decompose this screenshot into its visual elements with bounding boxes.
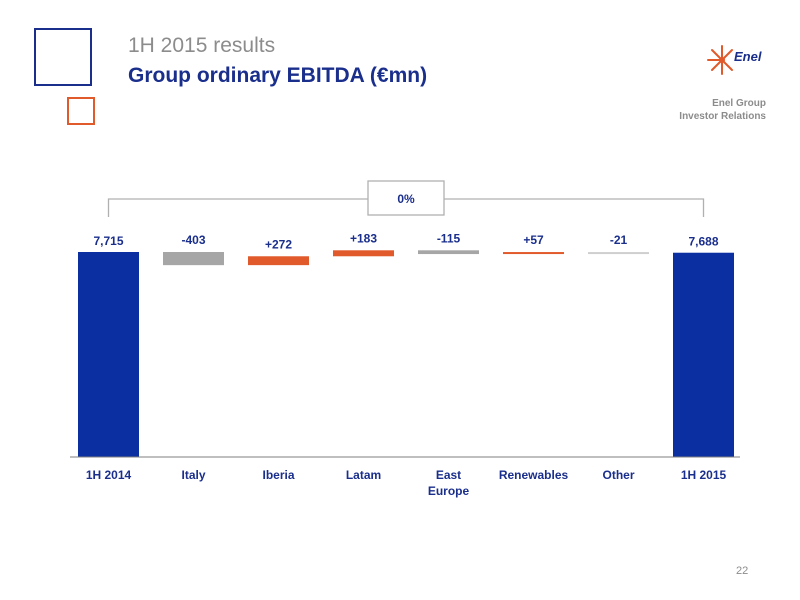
change-annotation: 0% bbox=[397, 192, 415, 206]
data-label: -403 bbox=[181, 233, 205, 247]
bar-1h-2015 bbox=[673, 252, 734, 457]
data-label: 7,688 bbox=[688, 235, 718, 249]
data-label: +272 bbox=[265, 237, 292, 251]
bar-renewables bbox=[503, 252, 564, 255]
bar-iberia bbox=[248, 256, 309, 266]
page-number: 22 bbox=[736, 565, 749, 577]
page-subtitle: 1H 2015 results bbox=[128, 34, 276, 57]
org-label: Enel Group Investor Relations bbox=[679, 97, 766, 123]
org-name: Enel Group bbox=[712, 98, 766, 109]
data-label: -21 bbox=[610, 233, 628, 247]
category-label: Europe bbox=[428, 484, 470, 498]
category-label: East bbox=[436, 468, 461, 482]
category-label: Renewables bbox=[499, 468, 569, 482]
logo-text: Enel bbox=[734, 49, 762, 64]
data-label: +57 bbox=[523, 233, 544, 247]
bar-other bbox=[588, 252, 649, 255]
bar-latam bbox=[333, 250, 394, 257]
data-label: 7,715 bbox=[93, 234, 123, 248]
category-label: Latam bbox=[346, 468, 381, 482]
category-label: Italy bbox=[181, 468, 205, 482]
data-label: +183 bbox=[350, 231, 377, 245]
bar-east-europe bbox=[418, 250, 479, 255]
enel-logo-icon bbox=[707, 45, 733, 75]
page-title: Group ordinary EBITDA (€mn) bbox=[128, 64, 428, 87]
category-label: Iberia bbox=[262, 468, 294, 482]
bar-italy bbox=[163, 252, 224, 266]
bar-1h-2014 bbox=[78, 252, 139, 457]
org-department: Investor Relations bbox=[679, 111, 766, 122]
decorative-square-small bbox=[67, 97, 95, 125]
category-label: Other bbox=[602, 468, 634, 482]
category-label: 1H 2014 bbox=[86, 468, 132, 482]
decorative-square-large bbox=[34, 28, 92, 86]
category-label: 1H 2015 bbox=[681, 468, 727, 482]
data-label: -115 bbox=[437, 231, 461, 245]
change-box bbox=[367, 180, 445, 216]
